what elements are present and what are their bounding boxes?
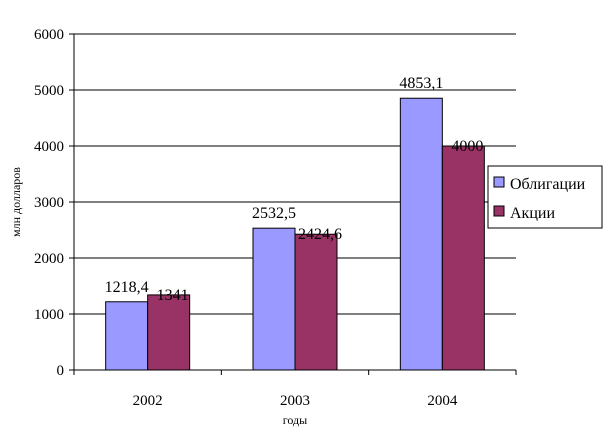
x-axis-title: годы <box>283 413 307 427</box>
data-label-stocks-2004: 4000 <box>451 138 483 155</box>
bar-bonds-2002 <box>105 301 149 371</box>
legend-label-stocks: Акции <box>510 205 555 222</box>
data-label-stocks-2003: 2424,6 <box>298 226 342 243</box>
data-label-bonds-2003: 2532,5 <box>252 205 296 222</box>
x-tick-label: 2004 <box>427 393 458 409</box>
legend-swatch-bonds <box>493 176 505 188</box>
y-tick-label: 6000 <box>34 27 64 43</box>
bar-stocks-2003 <box>294 233 338 371</box>
y-tick-label: 2000 <box>34 251 64 267</box>
y-tick-label: 1000 <box>34 307 64 323</box>
bar-stocks-2002 <box>147 294 191 371</box>
bar-bonds-2003 <box>252 227 296 371</box>
legend: Облигации Акции <box>487 165 603 229</box>
y-tick-label: 3000 <box>34 195 64 211</box>
bar-stocks-2004 <box>441 145 485 371</box>
y-axis-title: млн долларов <box>9 167 23 237</box>
bar-bonds-2004 <box>399 97 443 371</box>
legend-frame <box>487 165 603 229</box>
x-tick-label: 2003 <box>280 393 310 409</box>
y-tick-label: 5000 <box>34 83 64 99</box>
y-tick-label: 0 <box>57 363 65 379</box>
x-tick-label: 2002 <box>133 393 163 409</box>
data-label-stocks-2002: 1341 <box>157 287 189 304</box>
data-label-bonds-2002: 1218,4 <box>105 279 149 296</box>
legend-label-bonds: Облигации <box>510 176 586 193</box>
y-tick-label: 4000 <box>34 139 64 155</box>
data-label-bonds-2004: 4853,1 <box>399 75 443 92</box>
legend-swatch-stocks <box>493 205 505 217</box>
